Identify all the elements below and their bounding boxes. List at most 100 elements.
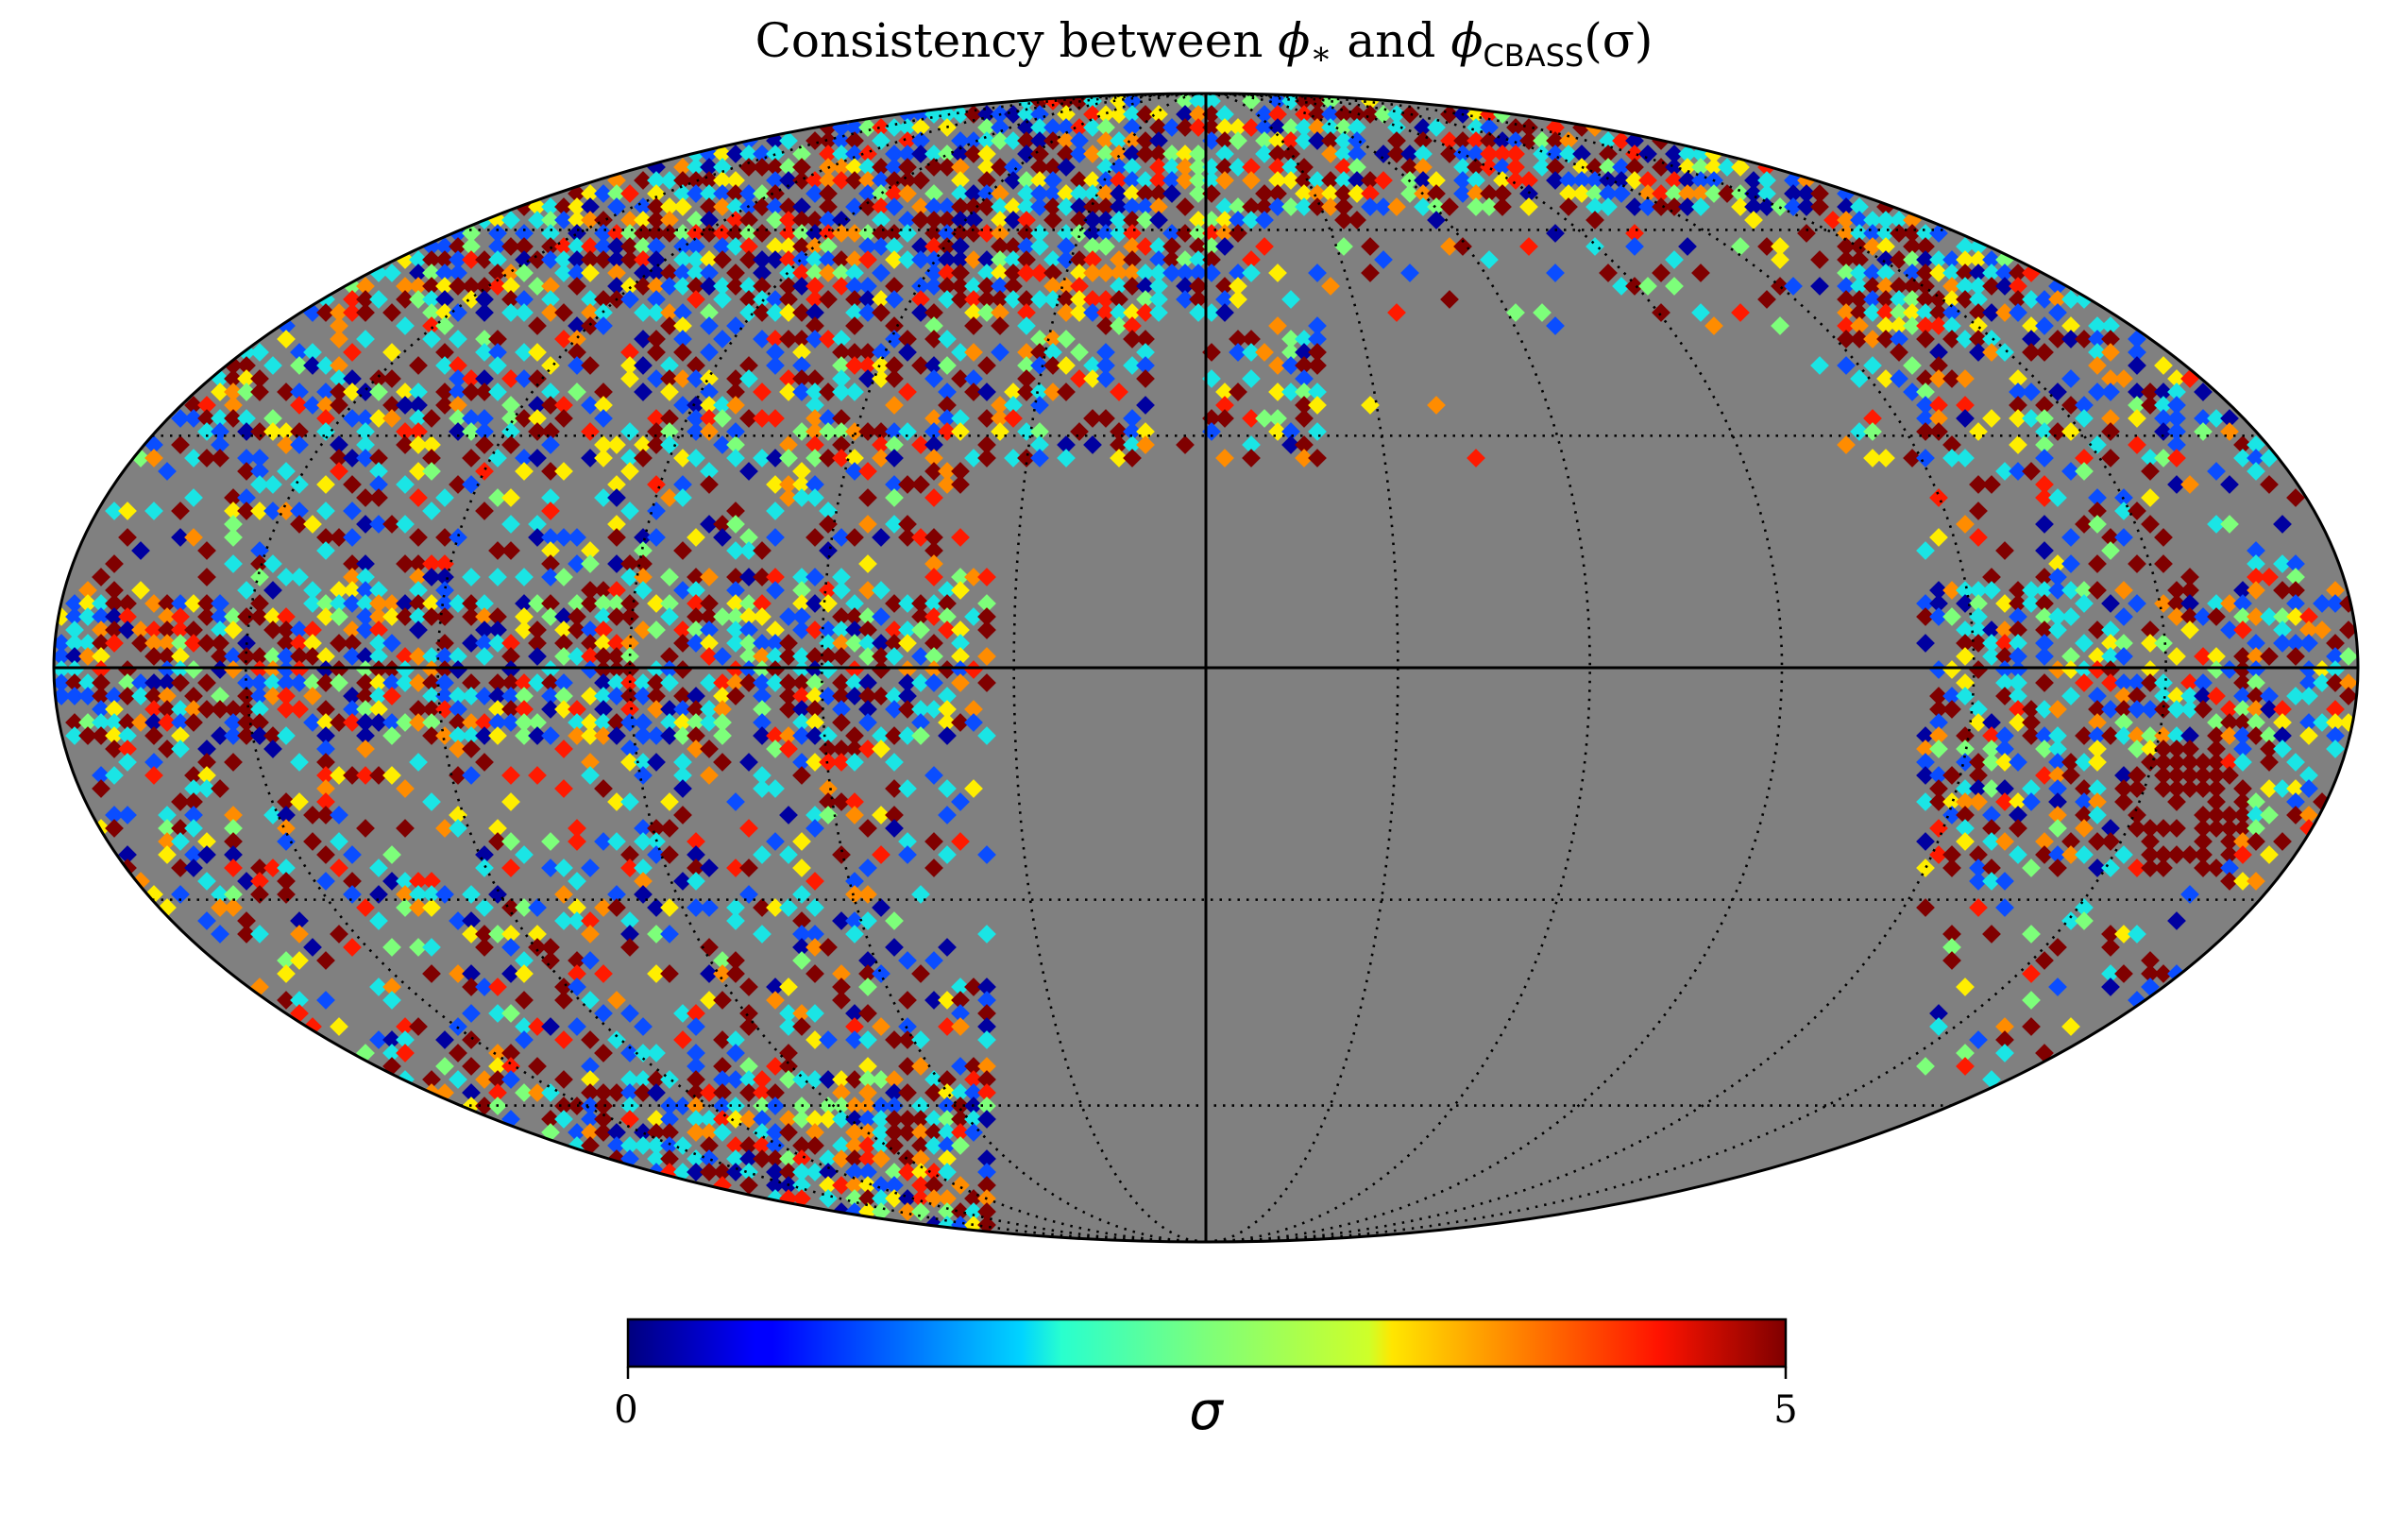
sigma-pixel	[237, 382, 256, 401]
sigma-pixel	[2075, 330, 2094, 348]
sigma-pixel	[1136, 330, 1155, 348]
sigma-pixel	[1096, 118, 1115, 137]
sigma-pixel	[1215, 290, 1234, 309]
sigma-pixel	[449, 303, 467, 322]
sigma-pixel	[1810, 250, 1829, 269]
sigma-pixel	[1348, 184, 1366, 203]
sigma-pixel	[1030, 382, 1049, 401]
sigma-pixel	[1440, 131, 1459, 150]
sigma-pixel	[594, 382, 613, 401]
sigma-pixel	[382, 303, 401, 322]
sigma-pixel	[1070, 290, 1089, 309]
sigma-pixel	[1903, 316, 1922, 335]
sigma-pixel	[1771, 237, 1789, 256]
sigma-pixel	[1559, 171, 1578, 190]
sigma-pixel	[541, 277, 560, 296]
sigma-pixel	[2088, 316, 2107, 335]
sigma-pixel	[911, 237, 930, 256]
sigma-pixel	[991, 264, 1009, 282]
sigma-pixel	[449, 409, 467, 428]
title-prefix: Consistency between	[755, 13, 1279, 68]
sigma-pixel	[1916, 237, 1935, 256]
sigma-pixel	[1771, 250, 1789, 269]
sigma-pixel	[1400, 158, 1419, 177]
sigma-pixel	[1638, 171, 1657, 190]
sigma-pixel	[1678, 237, 1697, 256]
sigma-pixel	[898, 250, 917, 269]
sigma-pixel	[1136, 184, 1155, 203]
sigma-pixel	[1229, 118, 1247, 137]
sigma-pixel	[1004, 396, 1023, 415]
sigma-pixel	[726, 422, 745, 441]
sigma-pixel	[1823, 211, 1842, 230]
sigma-pixel	[1242, 197, 1261, 216]
sigma-pixel	[1876, 316, 1895, 335]
sigma-pixel	[1057, 118, 1076, 137]
sigma-pixel	[1704, 184, 1723, 203]
sigma-pixel	[991, 158, 1009, 177]
sigma-pixel	[964, 105, 983, 124]
sigma-pixel	[1189, 144, 1208, 163]
sigma-pixel	[911, 250, 930, 269]
sigma-pixel	[1149, 211, 1168, 230]
sigma-pixel	[1083, 264, 1102, 282]
sigma-pixel	[568, 250, 586, 269]
sigma-pixel	[991, 224, 1009, 243]
sigma-pixel	[964, 184, 983, 203]
sigma-pixel	[1229, 197, 1247, 216]
sigma-pixel	[1533, 131, 1552, 150]
sigma-pixel	[435, 250, 454, 269]
sigma-pixel	[1110, 197, 1128, 216]
sigma-pixel	[1982, 277, 2001, 296]
sigma-pixels	[54, 94, 2358, 1234]
sigma-pixel	[277, 382, 296, 401]
sigma-pixel	[1995, 264, 2014, 282]
sigma-pixel	[1176, 224, 1195, 243]
sigma-pixel	[739, 277, 758, 296]
sigma-pixel	[607, 250, 626, 269]
sigma-pixel	[647, 422, 666, 441]
sigma-pixel	[1559, 144, 1578, 163]
sigma-pixel	[2088, 356, 2107, 375]
sigma-pixel	[1030, 356, 1049, 375]
sigma-pixel	[409, 264, 428, 282]
sigma-pixel	[1110, 184, 1128, 203]
sigma-pixel	[501, 303, 520, 322]
sigma-pixel	[1982, 303, 2001, 322]
sigma-pixel	[1890, 211, 1908, 230]
sigma-pixel	[1123, 330, 1142, 348]
sigma-pixel	[1295, 171, 1314, 190]
sigma-pixel	[977, 382, 996, 401]
sigma-pixel	[1519, 118, 1538, 137]
sigma-pixel	[1295, 356, 1314, 375]
sigma-pixel	[1586, 237, 1604, 256]
sigma-pixel	[488, 382, 507, 401]
sigma-pixel	[1797, 197, 1816, 216]
sigma-pixel	[1546, 158, 1565, 177]
sigma-pixel	[1599, 158, 1618, 177]
sigma-pixel	[700, 303, 719, 322]
sigma-pixel	[1308, 422, 1327, 441]
sigma-pixel	[369, 409, 388, 428]
sigma-pixel	[1638, 277, 1657, 296]
sigma-pixel	[673, 369, 692, 388]
sigma-pixel	[2009, 303, 2027, 322]
sigma-pixel	[792, 422, 811, 441]
sigma-pixel	[409, 396, 428, 415]
sigma-pixel	[1334, 211, 1353, 230]
sigma-pixel	[1162, 224, 1181, 243]
sigma-pixel	[713, 396, 732, 415]
sigma-pixel	[647, 330, 666, 348]
sigma-pixel	[634, 303, 653, 322]
sigma-pixel	[1890, 330, 1908, 348]
sigma-pixel	[1057, 144, 1076, 163]
sigma-pixel	[449, 237, 467, 256]
sigma-pixel	[805, 396, 824, 415]
sigma-pixel	[581, 356, 600, 375]
sigma-pixel	[1744, 184, 1763, 203]
sigma-pixel	[1348, 211, 1366, 230]
sigma-pixel	[1083, 171, 1102, 190]
sigma-pixel	[1334, 118, 1353, 137]
sigma-pixel	[1863, 303, 1882, 322]
sigma-pixel	[620, 237, 639, 256]
